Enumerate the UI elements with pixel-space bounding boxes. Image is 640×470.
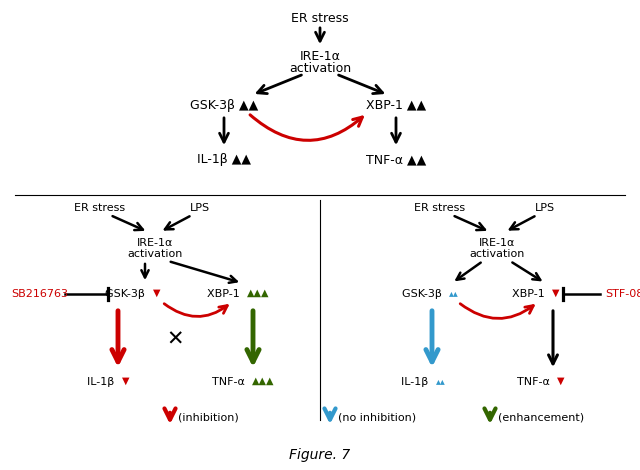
Text: ▲▲▲: ▲▲▲	[247, 288, 269, 298]
Text: ▴▴: ▴▴	[436, 376, 445, 386]
Text: IL-1β: IL-1β	[401, 377, 432, 387]
Text: STF-083010: STF-083010	[605, 289, 640, 299]
Text: XBP-1: XBP-1	[207, 289, 243, 299]
Text: ✕: ✕	[166, 330, 184, 350]
Text: ▲▲▲: ▲▲▲	[252, 376, 275, 386]
Text: IRE-1α: IRE-1α	[300, 50, 340, 63]
Text: TNF-α: TNF-α	[212, 377, 248, 387]
Text: activation: activation	[127, 249, 182, 259]
Text: XBP-1 ▲▲: XBP-1 ▲▲	[366, 99, 426, 111]
Text: LPS: LPS	[535, 203, 555, 213]
Text: ▼: ▼	[557, 376, 564, 386]
Text: LPS: LPS	[190, 203, 210, 213]
Text: (inhibition): (inhibition)	[178, 413, 239, 423]
Text: (enhancement): (enhancement)	[498, 413, 584, 423]
Text: IL-1β ▲▲: IL-1β ▲▲	[197, 154, 251, 166]
Text: IRE-1α: IRE-1α	[137, 238, 173, 248]
Text: GSK-3β: GSK-3β	[402, 289, 445, 299]
Text: TNF-α ▲▲: TNF-α ▲▲	[366, 154, 426, 166]
Text: ER stress: ER stress	[415, 203, 465, 213]
Text: SB216763: SB216763	[12, 289, 68, 299]
Text: GSK-3β: GSK-3β	[104, 289, 148, 299]
Text: ▼: ▼	[122, 376, 129, 386]
Text: (no inhibition): (no inhibition)	[338, 413, 416, 423]
Text: TNF-α: TNF-α	[516, 377, 553, 387]
Text: IL-1β: IL-1β	[87, 377, 118, 387]
Text: ▴▴: ▴▴	[449, 288, 459, 298]
Text: ER stress: ER stress	[291, 11, 349, 24]
Text: activation: activation	[289, 62, 351, 75]
Text: IRE-1α: IRE-1α	[479, 238, 515, 248]
Text: GSK-3β ▲▲: GSK-3β ▲▲	[190, 99, 258, 111]
Text: activation: activation	[469, 249, 525, 259]
Text: Figure. 7: Figure. 7	[289, 448, 351, 462]
Text: ▼: ▼	[552, 288, 559, 298]
Text: ▼: ▼	[153, 288, 161, 298]
Text: XBP-1: XBP-1	[512, 289, 548, 299]
Text: ER stress: ER stress	[74, 203, 125, 213]
